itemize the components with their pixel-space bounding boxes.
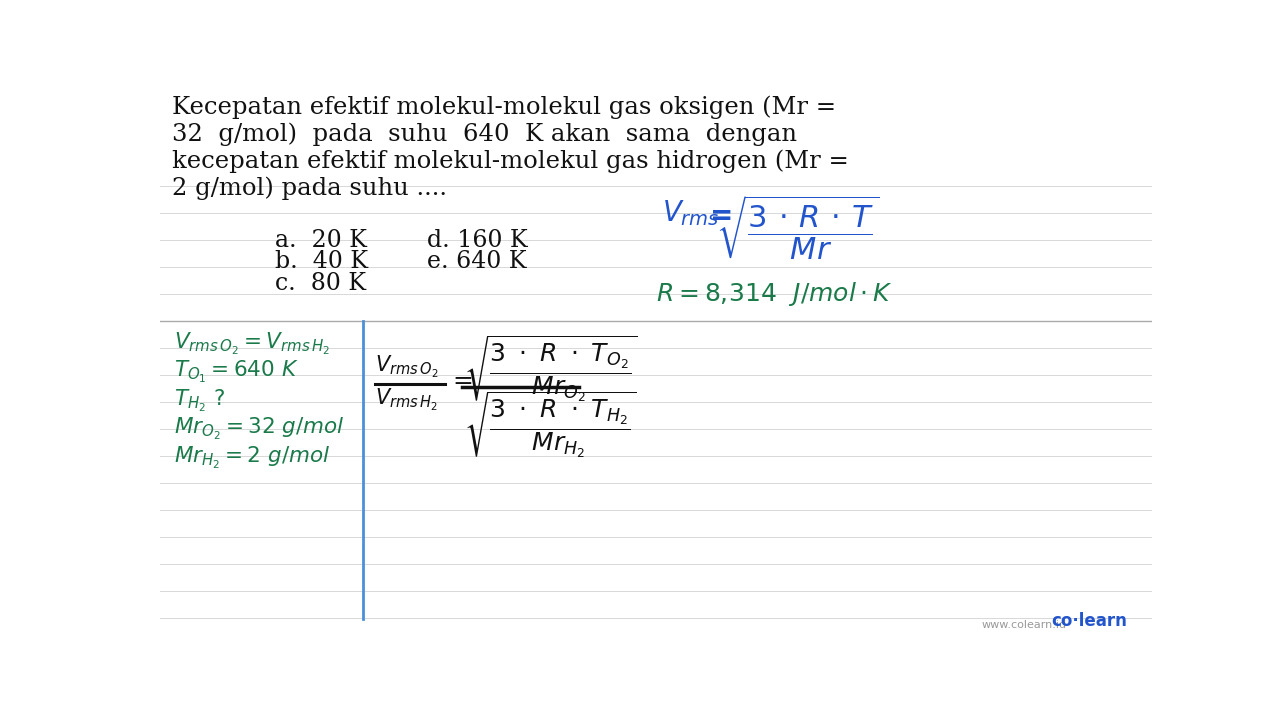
Text: $V_{rms\,H_2}$: $V_{rms\,H_2}$ bbox=[375, 387, 438, 413]
Text: $\bf{=}$: $\bf{=}$ bbox=[704, 199, 732, 228]
Text: 32  g/mol)  pada  suhu  640  K akan  sama  dengan: 32 g/mol) pada suhu 640 K akan sama deng… bbox=[172, 122, 796, 146]
Text: $\sqrt{\dfrac{3\!\ \cdot\!\ R\!\ \cdot\!\ T}{Mr}}$: $\sqrt{\dfrac{3\!\ \cdot\!\ R\!\ \cdot\!… bbox=[717, 194, 881, 262]
Text: $Mr_{H_2} = 2\ g/mol$: $Mr_{H_2} = 2\ g/mol$ bbox=[174, 444, 330, 471]
Text: $Mr_{O_2} = 32\ g/mol$: $Mr_{O_2} = 32\ g/mol$ bbox=[174, 416, 344, 442]
Text: $=$: $=$ bbox=[448, 367, 474, 392]
Text: Kecepatan efektif molekul-molekul gas oksigen (Mr =: Kecepatan efektif molekul-molekul gas ok… bbox=[172, 96, 836, 120]
Text: $V_{rms\,O_2} = V_{rms\,H_2}$: $V_{rms\,O_2} = V_{rms\,H_2}$ bbox=[174, 330, 330, 356]
Text: b.  40 K: b. 40 K bbox=[275, 251, 367, 274]
Text: $\sqrt{\dfrac{3\ \cdot\ R\ \cdot\ T_{O_2}}{Mr_{O_2}}}$: $\sqrt{\dfrac{3\ \cdot\ R\ \cdot\ T_{O_2… bbox=[463, 333, 637, 404]
Text: $T_{O_1} = 640\ K$: $T_{O_1} = 640\ K$ bbox=[174, 359, 298, 385]
Text: d. 160 K: d. 160 K bbox=[428, 229, 529, 252]
Text: $V_{rms}$: $V_{rms}$ bbox=[662, 198, 719, 228]
Text: $\sqrt{\dfrac{3\ \cdot\ R\ \cdot\ T_{H_2}}{Mr_{H_2}}}$: $\sqrt{\dfrac{3\ \cdot\ R\ \cdot\ T_{H_2… bbox=[463, 389, 636, 460]
Text: kecepatan efektif molekul-molekul gas hidrogen (Mr =: kecepatan efektif molekul-molekul gas hi… bbox=[172, 150, 849, 173]
Text: 2 g/mol) pada suhu ....: 2 g/mol) pada suhu .... bbox=[172, 176, 447, 200]
Text: co·learn: co·learn bbox=[1051, 612, 1128, 630]
Text: $R = 8,\!314 \ \ J/mol \cdot K$: $R = 8,\!314 \ \ J/mol \cdot K$ bbox=[657, 280, 893, 308]
Text: a.  20 K: a. 20 K bbox=[275, 229, 366, 252]
Text: e. 640 K: e. 640 K bbox=[428, 251, 527, 274]
Text: c.  80 K: c. 80 K bbox=[275, 272, 366, 295]
Text: $V_{rms\,O_2}$: $V_{rms\,O_2}$ bbox=[375, 354, 439, 380]
Text: www.colearn.id: www.colearn.id bbox=[982, 620, 1066, 630]
Text: $T_{H_2}\ ?$: $T_{H_2}\ ?$ bbox=[174, 387, 225, 413]
